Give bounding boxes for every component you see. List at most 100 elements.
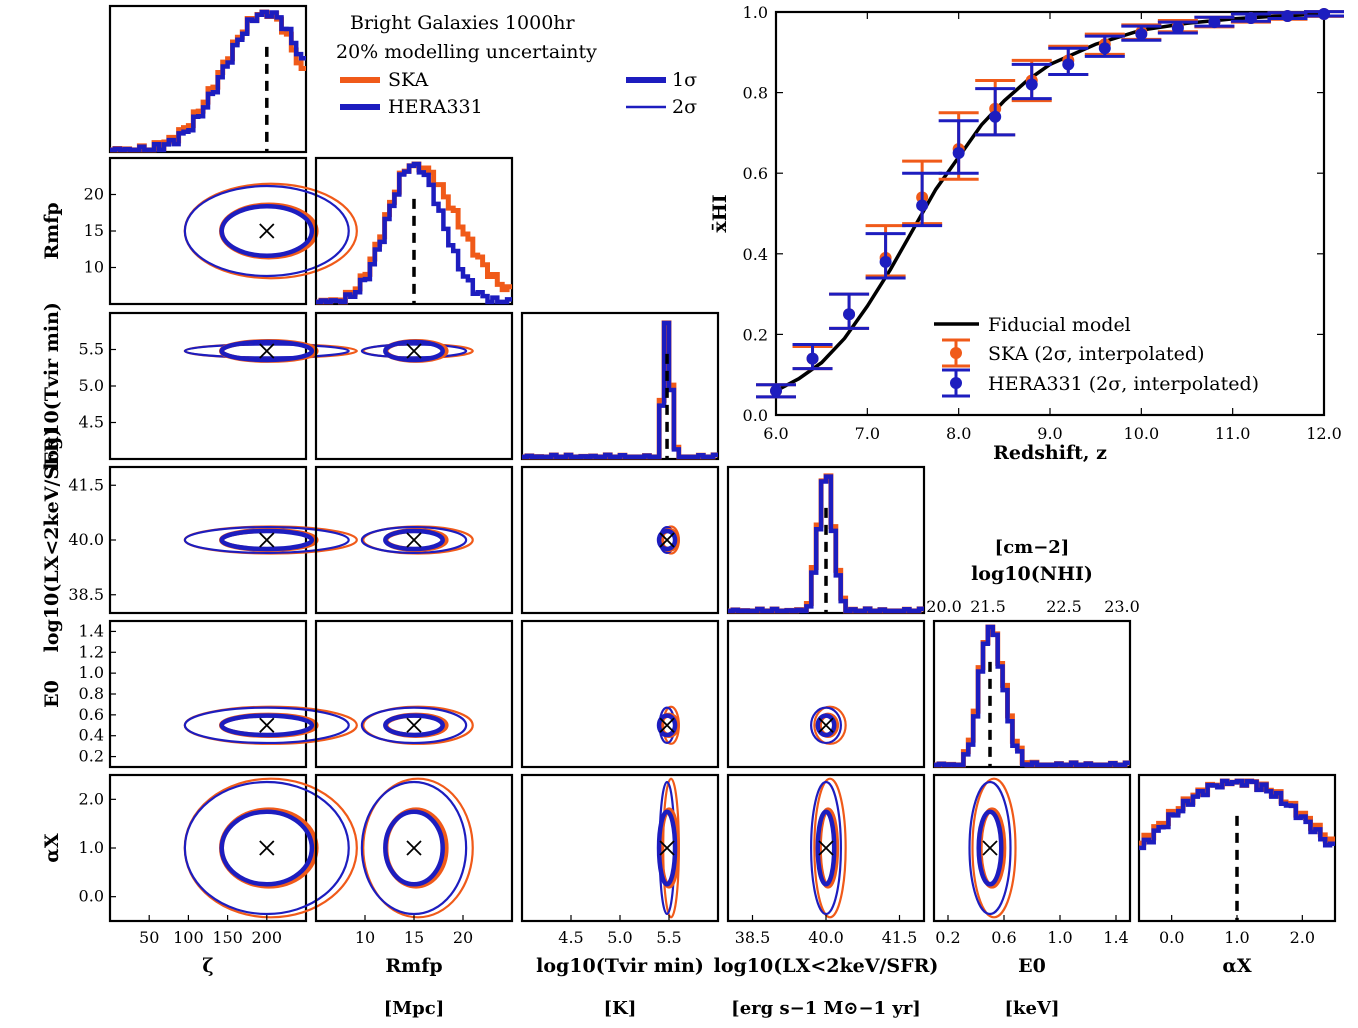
y-axis-label-rmfp: Rmfp (41, 202, 63, 259)
hera-1sigma-contour (383, 713, 445, 738)
x-tick-label: 0.6 (991, 928, 1016, 947)
panel-frame (108, 465, 308, 615)
x-axis-label-tvir: log10(Tvir min) (536, 955, 704, 977)
xhi-y-tick-label: 0.8 (743, 84, 768, 103)
hera-1sigma-contour (219, 809, 315, 887)
data-point (952, 147, 965, 160)
y-tick-label: 0.6 (79, 705, 104, 724)
legend-hera-label: HERA331 (388, 96, 483, 118)
fiducial-marker (406, 532, 422, 548)
y-tick-label: 20 (84, 185, 104, 204)
hera-histogram (316, 161, 512, 305)
legend-entry-label: Fiducial model (988, 314, 1131, 336)
x-axis-unit-e0: [keV] (1005, 998, 1060, 1019)
ska-histogram (110, 9, 306, 153)
hera-1sigma-contour (219, 339, 315, 363)
y-tick-label: 0.0 (79, 887, 104, 906)
corner-legend: Bright Galaxies 1000hr 20% modelling unc… (336, 12, 697, 118)
hera-2sigma-contour (810, 706, 842, 745)
data-point (1135, 28, 1148, 41)
nhi-tick-label: 22.5 (1046, 597, 1082, 616)
hera-1sigma-contour (656, 809, 678, 887)
nhi-tick-label: 20.0 (926, 597, 962, 616)
panel-frame (108, 156, 308, 306)
x-axis-label-lx: log10(LX<2keV/SFR) (714, 955, 939, 977)
y-tick-label: 2.0 (79, 789, 104, 808)
fiducial-marker (406, 717, 422, 733)
fiducial-marker (259, 343, 275, 359)
legend-marker (950, 377, 962, 389)
hera-2sigma-contour (183, 184, 350, 278)
x-axis-label-alphax: αX (1222, 955, 1252, 977)
panel-frame (314, 156, 514, 306)
panel-lx-zeta: 38.5 40.0 41.5 (68, 465, 358, 615)
nhi-label: log10(NHI) (971, 563, 1093, 585)
y-tick-label: 0.8 (79, 684, 104, 703)
fiducial-marker (659, 717, 675, 733)
panel-alphax-alphax: 0.0 1.0 2.0 (1137, 773, 1337, 947)
x-tick-label: 2.0 (1290, 928, 1315, 947)
x-tick-label: 1.0 (1224, 928, 1249, 947)
ska-2sigma-contour (813, 777, 847, 919)
hera-histogram (934, 624, 1130, 768)
x-tick-label: 40.0 (808, 928, 844, 947)
panel-e0-tvir (520, 619, 720, 769)
fiducial-marker (818, 840, 834, 856)
y-tick-label: 0.4 (79, 726, 104, 745)
fiducial-marker (406, 343, 422, 359)
y-tick-label: 4.5 (79, 413, 104, 432)
x-tick-label: 5.0 (607, 928, 632, 947)
data-point (1318, 8, 1330, 21)
fiducial-marker (406, 840, 422, 856)
hera-2sigma-contour (360, 526, 468, 554)
fiducial-marker (259, 840, 275, 856)
panel-e0-rmfp (314, 619, 514, 769)
fiducial-marker (259, 717, 275, 733)
xhi-legend: Fiducial model SKA (2σ, interpolated) HERA… (934, 314, 1259, 398)
xhi-x-tick-label: 9.0 (1037, 424, 1062, 443)
fiducial-marker (259, 532, 275, 548)
panel-frame (932, 773, 1132, 923)
panel-rmfp-rmfp (314, 156, 514, 306)
data-point (879, 255, 892, 268)
y-axis-label-tvir: log10(Tvir min) (41, 302, 63, 470)
x-tick-label: 200 (252, 928, 283, 947)
ska-histogram (522, 320, 718, 460)
ska-2sigma-contour (971, 777, 1017, 919)
hera-histogram (522, 320, 718, 460)
panel-alphax-tvir: 4.5 5.0 5.5 (520, 773, 720, 947)
data-point (770, 384, 782, 397)
hera-2sigma-contour (183, 343, 350, 359)
data-point (916, 199, 929, 212)
x-tick-label: 20 (453, 928, 473, 947)
y-tick-label: 10 (84, 258, 104, 277)
series-hera (756, 8, 1344, 399)
x-tick-label: 1.4 (1103, 928, 1128, 947)
fiducial-marker (659, 840, 675, 856)
hera-2sigma-contour (360, 780, 468, 916)
corner-plot: 10 15 20 4.5 5.0 5.5 38.5 40.0 41.5 0.2 0.4 0.6 0.8 1… (41, 4, 1337, 1019)
panel-e0-lx (726, 619, 926, 769)
hera-2sigma-contour (183, 526, 350, 554)
hera-histogram (728, 474, 924, 614)
panel-alphax-lx: 38.5 40.0 41.5 (726, 773, 926, 947)
panel-frame (932, 619, 1132, 769)
hera-histogram (1139, 778, 1335, 851)
panel-tvir-tvir (520, 311, 720, 461)
legend-2sigma-label: 2σ (672, 96, 697, 118)
y-tick-label: 1.0 (79, 838, 104, 857)
x-axis-unit-tvir: [K] (604, 998, 637, 1019)
x-tick-label: 5.5 (656, 928, 681, 947)
panel-frame (520, 619, 720, 769)
xhi-x-tick-label: 12.0 (1306, 424, 1342, 443)
legend-ska-label: SKA (388, 69, 428, 91)
x-tick-label: 50 (139, 928, 159, 947)
xhi-x-tick-label: 6.0 (763, 424, 788, 443)
y-tick-label: 1.2 (79, 642, 104, 661)
nhi-top-axis: 20.0 21.5 22.5 23.0 (926, 597, 1140, 616)
x-tick-label: 41.5 (882, 928, 918, 947)
xhi-y-tick-label: 0.0 (743, 406, 768, 425)
legend-entry-label: HERA331 (2σ, interpolated) (988, 373, 1259, 395)
x-tick-label: 0.0 (1159, 928, 1184, 947)
x-axis-unit-lx: [erg s−1 M⊙−1 yr] (731, 998, 921, 1019)
